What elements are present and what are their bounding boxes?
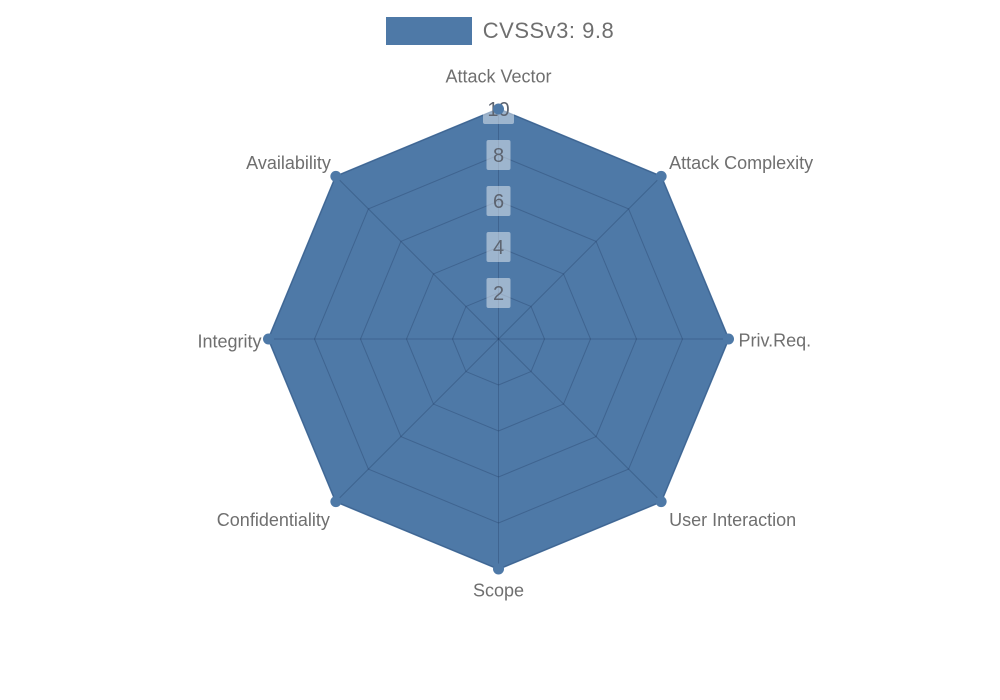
tick-label-bg: [486, 140, 511, 170]
series-point-attack-vector: [493, 103, 504, 115]
axis-label-attack-complexity: Attack Complexity: [669, 153, 813, 173]
axis-label-attack-vector: Attack Vector: [445, 66, 551, 86]
axis-label-user-interaction: User Interaction: [669, 510, 796, 530]
legend-label: CVSSv3: 9.8: [482, 18, 615, 43]
series-point-availability: [330, 170, 342, 182]
grid-ring: [451, 292, 546, 386]
tick-label-8: 8: [493, 145, 504, 167]
tick-label-6: 6: [493, 191, 504, 213]
series-point-confidentiality: [330, 496, 342, 508]
grid-ring: [359, 200, 638, 478]
legend[interactable]: CVSSv3: 9.8: [0, 17, 1000, 45]
axis-label-scope: Scope: [473, 580, 524, 600]
series-point-attack-complexity: [655, 170, 667, 182]
series-point-scope: [493, 563, 504, 575]
legend-swatch: [385, 17, 472, 45]
tick-label-4: 4: [493, 237, 504, 259]
axis-line: [498, 176, 662, 340]
axis-line: [498, 338, 662, 502]
series-point-priv-req: [723, 333, 734, 345]
tick-label-bg: [486, 186, 511, 216]
tick-label-bg: [486, 232, 511, 262]
axis-label-availability: Availability: [246, 153, 331, 173]
tick-label-bg: [486, 278, 511, 308]
series-point-integrity: [263, 333, 274, 345]
axis-label-integrity: Integrity: [197, 331, 261, 351]
grid-ring: [313, 154, 684, 524]
series-point-user-interaction: [655, 496, 667, 508]
tick-label-2: 2: [493, 283, 504, 305]
axis-label-priv-req: Priv.Req.: [739, 330, 812, 350]
axis-line: [335, 176, 499, 340]
axis-label-confidentiality: Confidentiality: [217, 510, 330, 530]
grid-ring: [405, 246, 592, 432]
axis-line: [335, 338, 499, 502]
